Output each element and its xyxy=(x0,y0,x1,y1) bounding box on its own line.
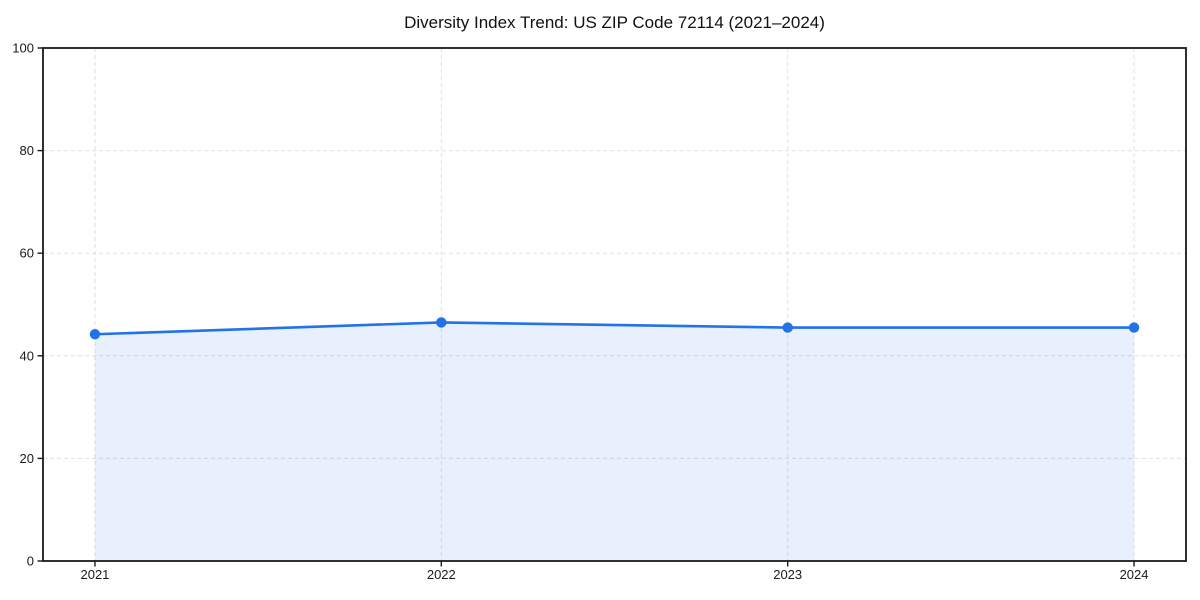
data-point-marker xyxy=(89,329,101,340)
y-tick-label: 100 xyxy=(12,41,34,56)
plot-frame xyxy=(42,47,1187,562)
chart-title: Diversity Index Trend: US ZIP Code 72114… xyxy=(404,13,825,32)
data-point-marker xyxy=(782,322,793,333)
y-tick-label: 60 xyxy=(20,246,34,261)
x-tick-label: 2024 xyxy=(1120,567,1149,582)
x-tick-label: 2022 xyxy=(427,567,456,582)
y-tick-label: 80 xyxy=(20,143,34,158)
data-point-marker xyxy=(436,317,447,328)
x-tick-label: 2023 xyxy=(773,567,802,582)
area-fill xyxy=(94,322,1135,561)
x-tick-label: 2021 xyxy=(80,567,109,582)
data-point-marker xyxy=(1128,322,1140,333)
trend-line xyxy=(93,321,1136,336)
y-tick-label: 20 xyxy=(20,451,34,466)
y-tick-label: 40 xyxy=(20,348,34,363)
y-tick-label: 0 xyxy=(27,554,34,569)
